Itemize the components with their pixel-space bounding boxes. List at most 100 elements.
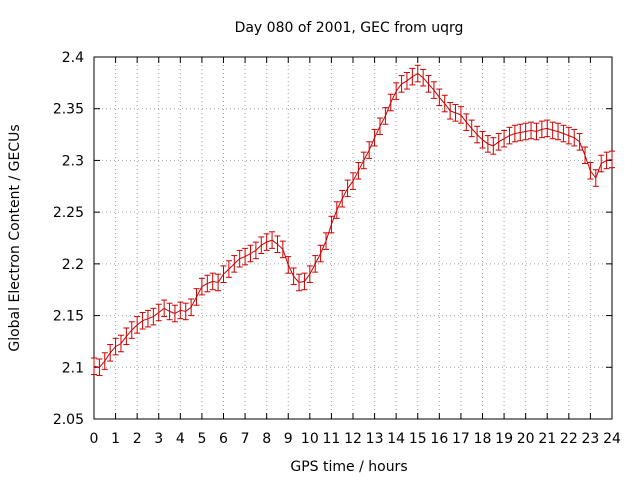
data-point <box>452 104 459 122</box>
x-tick-label: 9 <box>284 431 293 447</box>
y-tick-label: 2.1 <box>62 360 84 376</box>
data-point <box>344 179 351 198</box>
data-point <box>155 303 162 322</box>
data-point <box>269 231 276 249</box>
data-point <box>317 244 324 263</box>
data-point <box>301 272 308 291</box>
data-point <box>538 120 545 139</box>
x-tick-label: 23 <box>582 431 600 447</box>
data-point <box>425 75 432 93</box>
y-tick-label: 2.3 <box>62 153 84 169</box>
y-axis-label: Global Electron Content / GECUs <box>7 124 23 351</box>
data-point <box>474 125 481 144</box>
data-point <box>393 82 400 100</box>
data-point <box>430 81 437 99</box>
data-point <box>555 122 562 141</box>
data-point <box>350 172 356 190</box>
data-point <box>468 119 475 138</box>
data-point <box>533 122 540 141</box>
data-point <box>457 106 464 124</box>
data-point <box>161 299 168 318</box>
x-tick-label: 8 <box>262 431 271 447</box>
data-point <box>495 133 502 151</box>
data-point <box>355 161 362 180</box>
data-point <box>463 113 470 131</box>
x-tick-label: 22 <box>560 431 578 447</box>
data-point <box>333 201 340 219</box>
data-point <box>236 249 243 268</box>
x-tick-label: 12 <box>344 431 362 447</box>
data-point <box>188 298 195 317</box>
data-point <box>592 169 599 187</box>
data-point <box>242 247 249 266</box>
x-tick-label: 11 <box>323 431 341 447</box>
data-point <box>522 122 529 141</box>
data-point <box>360 151 367 170</box>
axis-ticks <box>93 56 613 420</box>
data-point <box>398 75 405 93</box>
data-point <box>209 272 216 291</box>
y-tick-label: 2.15 <box>53 309 84 325</box>
data-point <box>91 357 97 376</box>
data-point <box>107 344 114 362</box>
y-tick-label: 2.25 <box>53 205 84 221</box>
data-point <box>447 102 454 120</box>
x-tick-label: 2 <box>133 431 142 447</box>
data-point <box>517 123 524 142</box>
data-point <box>134 316 141 334</box>
data-point <box>382 107 389 125</box>
data-point <box>231 255 238 273</box>
x-tick-label: 1 <box>111 431 120 447</box>
data-point <box>582 146 589 165</box>
data-point <box>112 337 119 356</box>
x-tick-label: 19 <box>495 431 513 447</box>
x-tick-label: 7 <box>241 431 250 447</box>
y-tick-label: 2.4 <box>62 50 84 66</box>
data-point <box>166 302 173 321</box>
data-point <box>403 72 410 90</box>
data-point <box>328 215 335 234</box>
data-point <box>409 67 416 86</box>
data-point <box>371 128 378 147</box>
x-tick-label: 3 <box>154 431 163 447</box>
data-point <box>144 309 151 328</box>
data-point <box>490 137 497 155</box>
data-point <box>150 307 157 326</box>
data-point <box>565 126 572 145</box>
chart-title: Day 080 of 2001, GEC from uqrg <box>235 20 464 36</box>
x-tick-label: 24 <box>603 431 621 447</box>
data-point <box>252 241 259 260</box>
data-point <box>376 117 383 136</box>
data-point <box>290 267 297 286</box>
data-point <box>544 119 551 138</box>
y-tick-label: 2.35 <box>53 102 84 118</box>
data-point <box>279 240 286 259</box>
data-point <box>312 255 319 273</box>
x-tick-label: 18 <box>474 431 492 447</box>
data-point <box>215 273 222 292</box>
data-point <box>506 126 513 145</box>
data-point <box>576 133 583 151</box>
x-axis-label: GPS time / hours <box>290 459 407 475</box>
data-point <box>263 233 270 251</box>
data-point <box>139 311 146 330</box>
x-tick-label: 0 <box>90 431 99 447</box>
data-point <box>128 321 135 339</box>
data-point <box>441 94 448 113</box>
x-tick-label: 21 <box>538 431 556 447</box>
data-point <box>420 68 427 87</box>
data-point <box>501 129 508 148</box>
data-point <box>587 161 594 180</box>
data-point <box>387 93 394 112</box>
data-point <box>479 130 486 149</box>
x-tick-label: 4 <box>176 431 185 447</box>
x-tick-label: 17 <box>452 431 470 447</box>
data-point <box>177 301 184 320</box>
data-point <box>198 277 205 296</box>
y-tick-labels: 2.05 2.1 2.15 2.2 2.25 2.3 2.35 2.4 <box>53 50 84 428</box>
y-tick-label: 2.05 <box>53 412 84 428</box>
x-tick-label: 16 <box>430 431 448 447</box>
data-point <box>225 260 232 278</box>
data-point <box>323 232 330 250</box>
